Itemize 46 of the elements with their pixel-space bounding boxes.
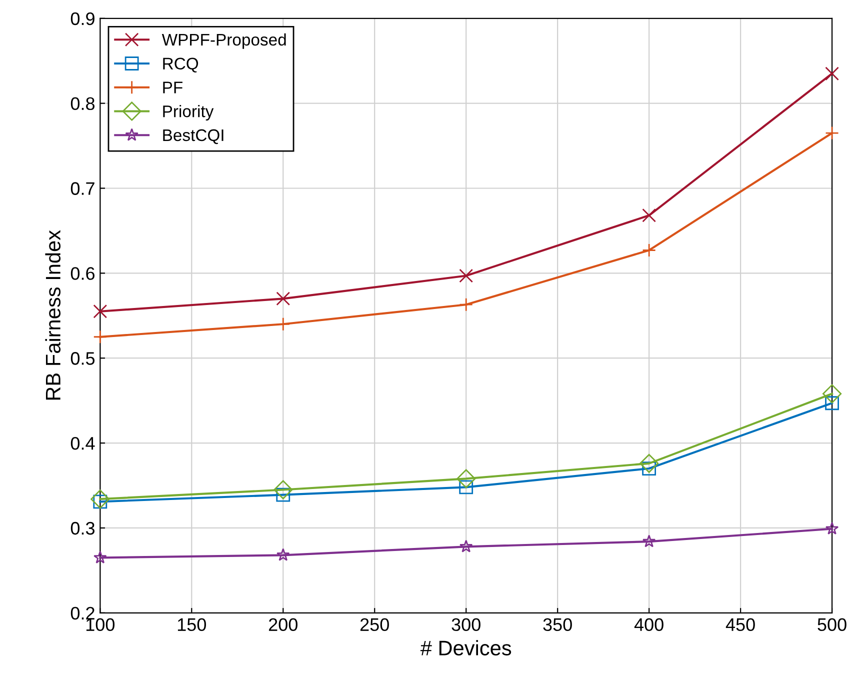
point [459, 540, 473, 552]
x-tick-label: 450 [726, 618, 755, 632]
point [276, 292, 290, 306]
point [276, 317, 290, 332]
y-axis-title: RB Fairness Index [45, 230, 61, 400]
point [825, 126, 839, 140]
x-tick-label: 300 [452, 618, 480, 632]
point [90, 490, 110, 509]
x-axis-title: # Devices [420, 640, 512, 656]
point [93, 330, 108, 344]
x-tick-label: 150 [178, 618, 206, 632]
x-tick-label: 400 [634, 618, 664, 632]
point [94, 550, 107, 564]
x-tick-label: 250 [360, 618, 389, 632]
legend-label: RCQ [163, 58, 198, 72]
y-tick-label: 0.5 [70, 352, 95, 365]
y-tick-label: 0.7 [70, 182, 94, 195]
point [274, 480, 293, 500]
y-tick-label: 0.3 [70, 522, 94, 535]
point [822, 384, 842, 404]
x-tick-label: 350 [543, 618, 572, 632]
y-tick-label: 0.9 [70, 12, 94, 26]
legend-label: PF [163, 82, 182, 94]
y-tick-label: 0.6 [70, 267, 94, 280]
point [825, 396, 839, 410]
y-tick-label: 0.2 [70, 606, 94, 620]
legend-label: BestCQI [163, 129, 224, 144]
point [640, 454, 659, 473]
x-tick-label: 500 [818, 618, 846, 632]
point [459, 268, 474, 283]
legend-label: Priority [163, 104, 214, 121]
point [93, 304, 108, 318]
point [459, 298, 474, 312]
x-tick-label: 100 [86, 618, 115, 632]
legend-label: WPPF-Proposed [162, 33, 286, 49]
point [456, 469, 476, 488]
point [276, 548, 290, 561]
point [642, 534, 656, 548]
x-tick-label: 200 [268, 618, 298, 632]
point [642, 208, 656, 222]
y-tick-label: 0.8 [70, 97, 95, 110]
point [459, 480, 474, 494]
point [825, 66, 839, 81]
point [825, 522, 839, 535]
point [642, 243, 656, 258]
y-tick-label: 0.4 [70, 436, 95, 450]
